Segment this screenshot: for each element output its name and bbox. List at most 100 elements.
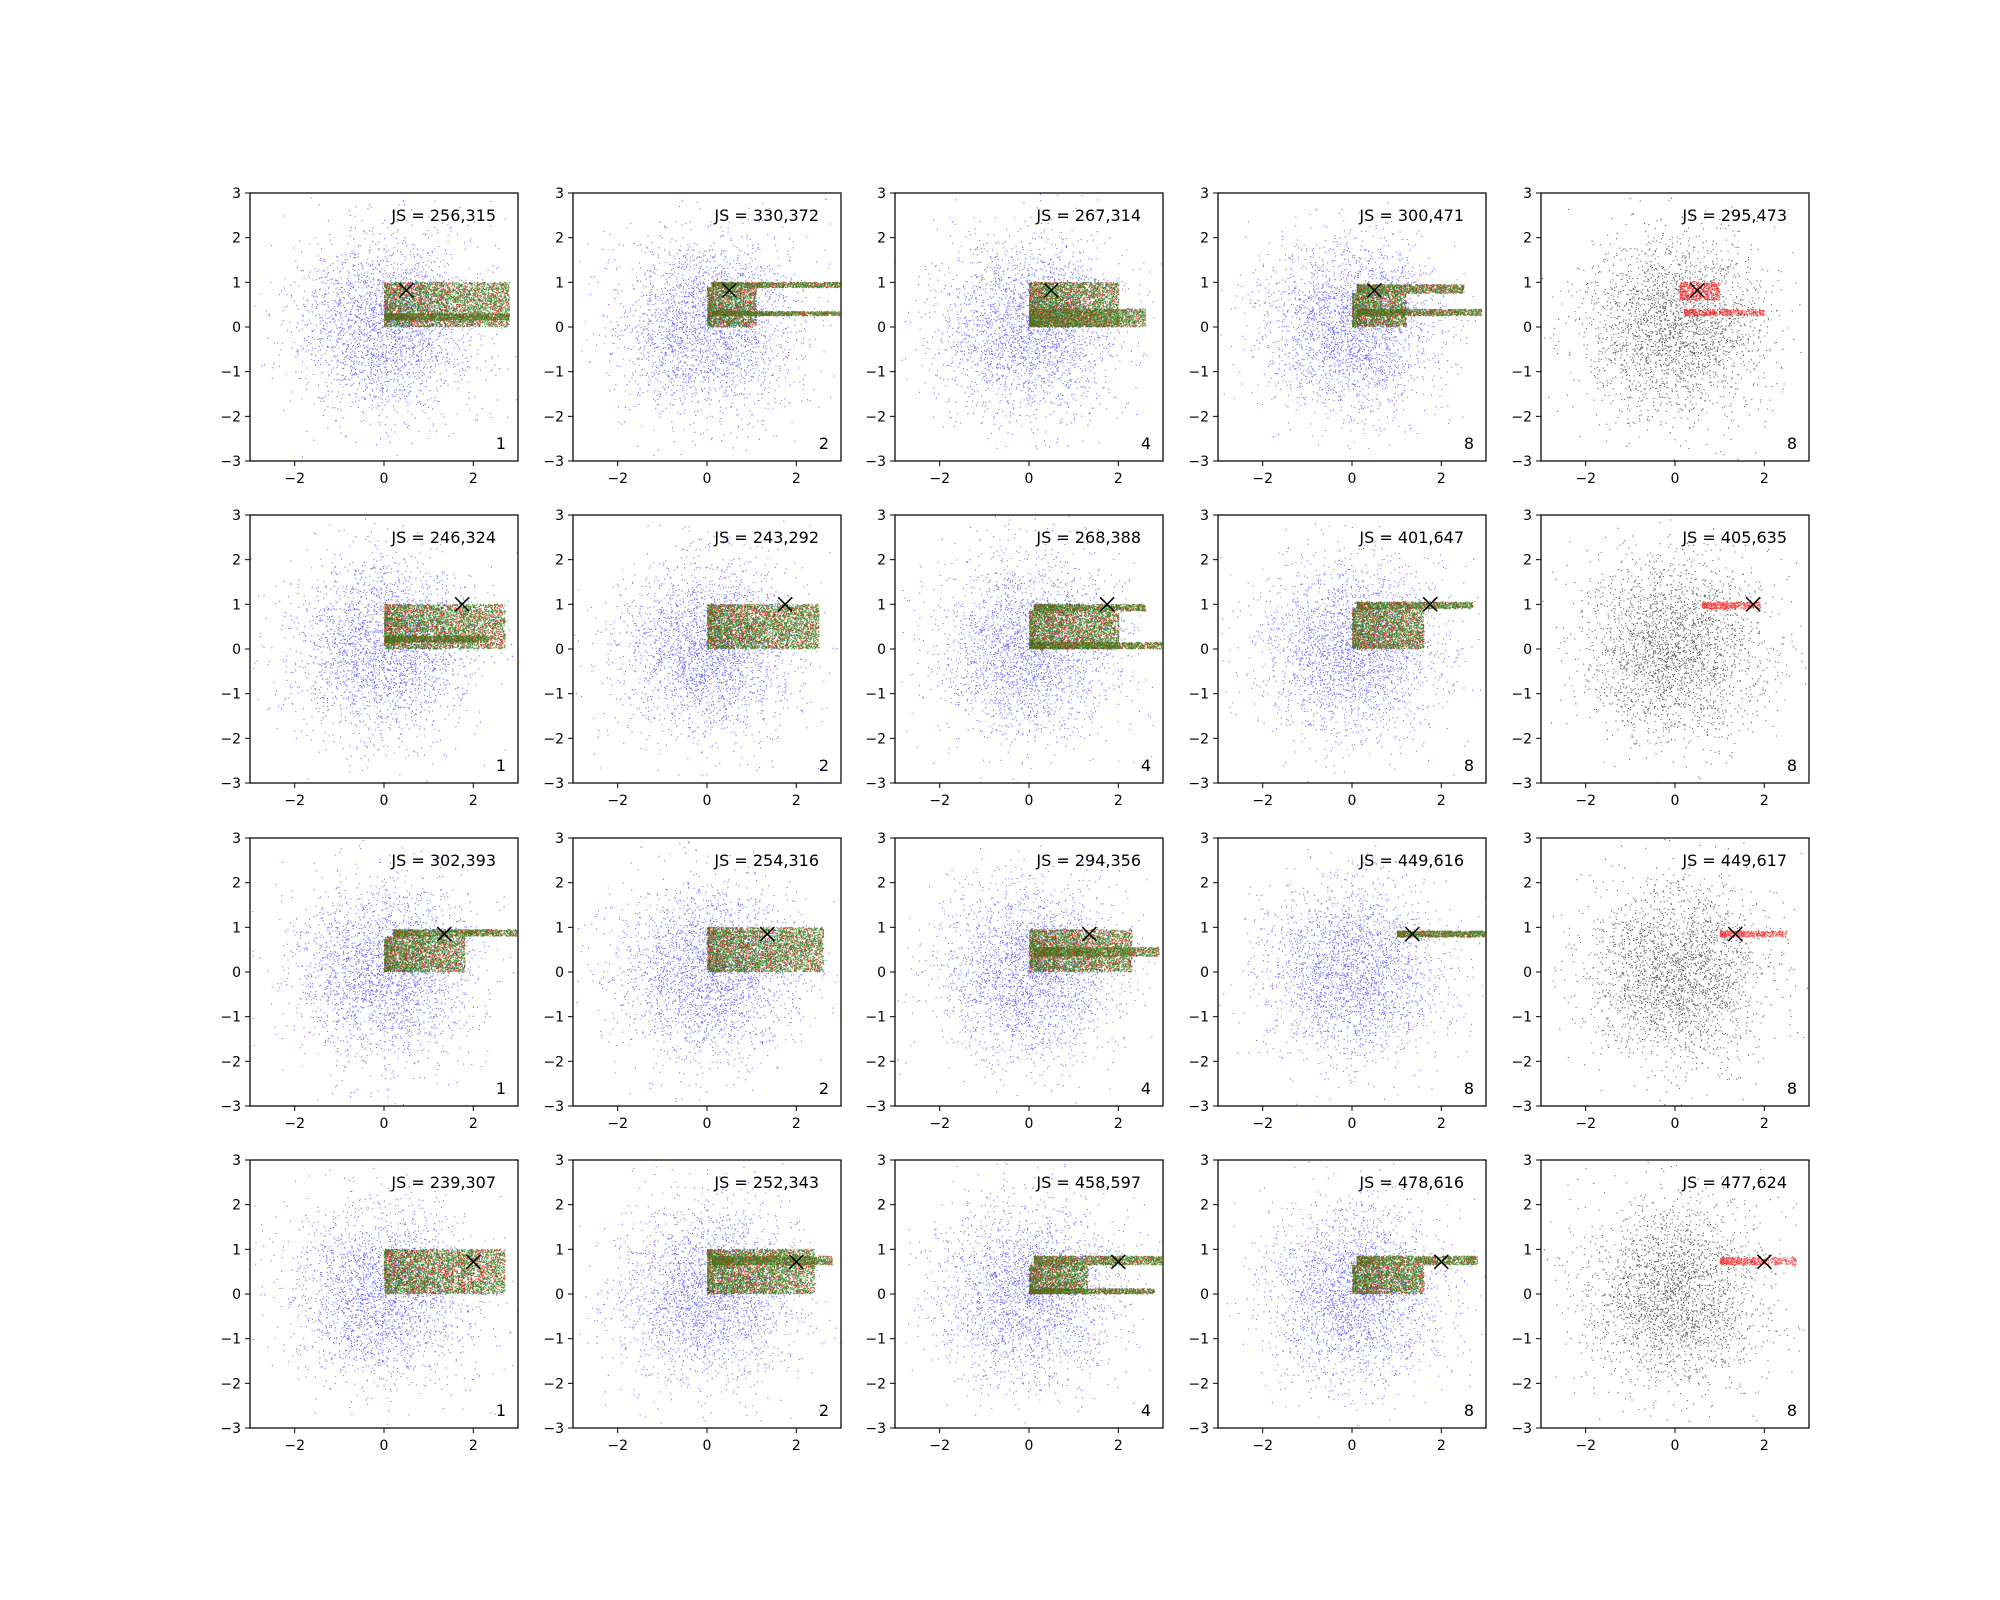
x-tick-label: 2 <box>469 1116 478 1132</box>
corner-label: 8 <box>1464 434 1474 453</box>
x-tick-label: 0 <box>1025 1438 1034 1454</box>
y-tick-label: 3 <box>555 186 564 202</box>
x-tick-label: −2 <box>1575 471 1596 487</box>
y-tick-label: −3 <box>1511 1099 1532 1115</box>
y-tick-label: 3 <box>877 1153 886 1169</box>
y-tick-label: 3 <box>232 508 241 524</box>
y-tick-label: 1 <box>1523 275 1532 291</box>
x-marker <box>777 596 793 612</box>
corner-label: 2 <box>819 1079 829 1098</box>
subplot-r1-c3: −2 0 2 −3 −2 −1 0 1 2 3 JS = 401,647 8 <box>1188 508 1487 809</box>
corner-label: 8 <box>1464 1079 1474 1098</box>
x-tick-label: 2 <box>1437 471 1446 487</box>
green-points <box>707 1248 834 1295</box>
corner-label: 8 <box>1787 1079 1797 1098</box>
x-tick-label: 0 <box>380 1438 389 1454</box>
y-tick-label: −3 <box>865 454 886 470</box>
axes-frame <box>1540 514 1810 784</box>
x-tick-label: 0 <box>1348 1116 1357 1132</box>
y-tick-label: 2 <box>555 553 564 569</box>
subplot-r0-c0: −2 0 2 −3 −2 −1 0 1 2 3 JS = 256,315 1 <box>220 186 519 487</box>
x-marker <box>1043 282 1059 298</box>
js-label: JS = 267,314 <box>1035 206 1141 225</box>
y-tick-label: −3 <box>543 1421 564 1437</box>
subplot-r2-c3: −2 0 2 −3 −2 −1 0 1 2 3 JS = 449,616 8 <box>1188 831 1487 1132</box>
x-tick-label: 2 <box>792 1116 801 1132</box>
y-tick-label: 3 <box>1200 508 1209 524</box>
y-tick-label: 1 <box>555 275 564 291</box>
scatter-points <box>905 1162 1163 1428</box>
x-tick-label: −2 <box>929 793 950 809</box>
y-tick-label: −2 <box>865 731 886 747</box>
y-tick-label: 3 <box>555 831 564 847</box>
x-tick-label: −2 <box>607 471 628 487</box>
y-tick-label: 0 <box>1523 1287 1532 1303</box>
y-tick-label: 2 <box>555 231 564 247</box>
js-label: JS = 478,616 <box>1358 1173 1464 1192</box>
y-tick-label: −2 <box>1188 1376 1209 1392</box>
y-tick-label: −3 <box>220 1099 241 1115</box>
x-tick-label: −2 <box>284 1438 305 1454</box>
js-label: JS = 246,324 <box>390 528 496 547</box>
y-tick-label: 0 <box>1523 642 1532 658</box>
subplot-r0-c2: −2 0 2 −3 −2 −1 0 1 2 3 JS = 267,314 4 <box>865 186 1164 487</box>
y-tick-label: −1 <box>865 687 886 703</box>
x-marker <box>1099 596 1115 612</box>
green-points <box>707 926 825 973</box>
y-tick-label: 0 <box>555 642 564 658</box>
y-tick-label: −3 <box>865 776 886 792</box>
axes-frame <box>249 192 519 462</box>
corner-label: 1 <box>496 1079 506 1098</box>
background-points <box>579 1163 841 1424</box>
scatter-points <box>573 520 838 777</box>
x-tick-label: −2 <box>284 1116 305 1132</box>
y-tick-label: −2 <box>865 1054 886 1070</box>
y-tick-label: 0 <box>877 965 886 981</box>
js-label: JS = 268,388 <box>1035 528 1141 547</box>
corner-label: 4 <box>1141 434 1151 453</box>
x-tick-label: 0 <box>1025 471 1034 487</box>
y-tick-label: 3 <box>877 186 886 202</box>
subplot-r3-c4: −2 0 2 −3 −2 −1 0 1 2 3 JS = 477,624 8 <box>1511 1153 1810 1454</box>
y-tick-label: −3 <box>865 1099 886 1115</box>
scatter-points <box>579 198 841 461</box>
js-label: JS = 458,597 <box>1035 1173 1141 1192</box>
scatter-points <box>250 518 518 783</box>
y-tick-label: 2 <box>1523 876 1532 892</box>
corner-label: 1 <box>496 756 506 775</box>
x-marker <box>788 1254 804 1270</box>
subplot-r3-c1: −2 0 2 −3 −2 −1 0 1 2 3 JS = 252,343 2 <box>543 1153 842 1454</box>
x-tick-label: 0 <box>1671 1116 1680 1132</box>
x-tick-label: 2 <box>469 793 478 809</box>
y-tick-label: 2 <box>555 1198 564 1214</box>
y-tick-label: 1 <box>232 275 241 291</box>
y-tick-label: −3 <box>543 454 564 470</box>
y-tick-label: −2 <box>1511 1054 1532 1070</box>
x-tick-label: 2 <box>792 1438 801 1454</box>
y-tick-label: 3 <box>232 831 241 847</box>
x-marker <box>454 596 470 612</box>
green-points <box>1352 1255 1479 1295</box>
green-points <box>707 281 841 328</box>
corner-label: 2 <box>819 1401 829 1420</box>
y-tick-label: 0 <box>1523 965 1532 981</box>
x-tick-label: −2 <box>1575 1438 1596 1454</box>
x-tick-label: −2 <box>607 1116 628 1132</box>
y-tick-label: 3 <box>555 1153 564 1169</box>
subplot-r2-c1: −2 0 2 −3 −2 −1 0 1 2 3 JS = 254,316 2 <box>543 831 842 1132</box>
x-tick-label: 2 <box>469 471 478 487</box>
green-points <box>1029 281 1147 328</box>
y-tick-label: 2 <box>877 876 886 892</box>
x-tick-label: 0 <box>703 1438 712 1454</box>
background-points <box>895 845 1156 1104</box>
x-tick-label: 2 <box>1760 793 1769 809</box>
x-tick-label: −2 <box>284 793 305 809</box>
js-label: JS = 449,617 <box>1681 851 1787 870</box>
y-tick-label: 1 <box>1200 597 1209 613</box>
js-label: JS = 405,635 <box>1681 528 1787 547</box>
y-tick-label: 3 <box>1523 508 1532 524</box>
x-tick-label: 0 <box>380 793 389 809</box>
subplot-r2-c2: −2 0 2 −3 −2 −1 0 1 2 3 JS = 294,356 4 <box>865 831 1164 1132</box>
background-points <box>1552 839 1808 1106</box>
y-tick-label: −2 <box>1511 1376 1532 1392</box>
